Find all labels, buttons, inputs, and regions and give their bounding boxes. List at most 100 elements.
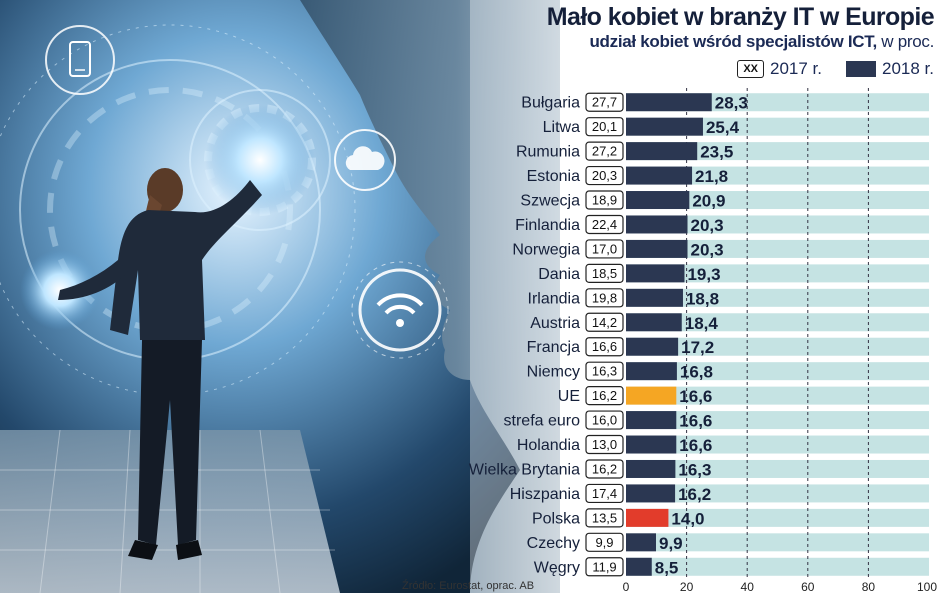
value-label-2017: 18,5 [592,266,617,281]
category-label: UE [558,388,580,405]
value-box-2017 [585,263,624,283]
bar-track [626,215,929,234]
value-label-2018: 16,8 [680,363,713,382]
value-box-2017 [585,410,624,430]
bar-2018 [626,557,652,576]
bar-track [626,264,929,283]
legend-2018-swatch [846,61,876,77]
category-label: Hiszpania [510,486,580,503]
x-tick-label: 80 [862,580,876,593]
bar-track [626,191,929,210]
legend-2018-label: 2018 r. [882,59,934,78]
value-box-2017 [585,557,624,577]
value-label-2018: 19,3 [687,265,720,284]
value-box-2017 [585,312,624,332]
value-box-2017 [585,117,624,137]
value-box-2017 [585,508,624,528]
bar-track [626,166,929,185]
category-label: Dania [538,266,580,283]
bar-2018 [626,508,669,527]
smartphone-icon [45,25,115,95]
chart-subtitle: udział kobiet wśród specjalistów ICT, w … [589,32,934,52]
hero-illustration [0,0,560,593]
bar-2018 [626,166,693,185]
value-label-2018: 20,3 [691,216,724,235]
bar-2018 [626,264,685,283]
value-label-2017: 11,9 [592,559,616,574]
value-box-2017 [585,386,624,406]
value-label-2018: 28,3 [715,94,748,113]
value-label-2018: 23,5 [700,143,733,162]
category-label: Wielka Brytania [469,461,580,478]
chart-title: Mało kobiet w branży IT w Europie [546,3,935,31]
bar-2018 [626,533,656,552]
bar-track [626,288,929,307]
wifi-icon [351,261,449,359]
value-label-2018: 16,3 [678,460,711,479]
bar-2018 [626,435,677,454]
value-label-2017: 17,0 [592,241,617,256]
value-box-2017 [585,288,624,308]
bar-2018 [626,93,712,112]
x-tick-label: 100 [917,580,937,593]
category-label: Szwecja [520,193,580,210]
x-tick-label: 40 [741,580,755,593]
bar-2018 [626,142,698,161]
bar-2018 [626,459,676,478]
value-box-2017 [585,190,624,210]
bar-track [626,533,929,552]
legend-2017-label: 2017 r. [770,59,822,78]
value-box-2017 [585,214,624,235]
category-label: Austria [530,315,580,332]
value-label-2017: 18,9 [592,193,617,208]
x-tick-label: 60 [801,580,815,593]
value-box-2017 [585,459,624,479]
category-label: Holandia [517,437,580,454]
value-label-2017: 22,4 [592,217,617,232]
bar-2018 [626,191,690,210]
bar-2018 [626,288,683,307]
value-label-2017: 16,6 [592,339,617,354]
value-box-2017 [585,239,624,259]
x-tick-label: 20 [680,580,694,593]
source-note: Źródło: Eurostat, oprac. AB [402,580,535,592]
value-label-2017: 16,2 [592,461,617,476]
category-label: Litwa [543,119,580,136]
bar-track [626,484,929,503]
value-box-2017 [585,165,624,186]
bar-track [626,557,929,576]
bar-2018 [626,337,679,356]
value-label-2017: 13,0 [592,437,617,452]
x-tick-label: 0 [623,580,630,593]
bar-2018 [626,117,703,136]
value-label-2018: 17,2 [681,338,714,357]
subtitle-unit: w proc. [876,32,934,51]
category-label: Finlandia [515,217,580,234]
value-label-2018: 16,6 [679,387,712,406]
value-label-2017: 17,4 [592,486,617,501]
category-label: Irlandia [528,290,581,307]
bar-track [626,435,929,454]
value-label-2017: 20,1 [592,119,617,134]
category-label: strefa euro [504,413,581,430]
category-label: Polska [532,510,580,527]
category-label: Francja [527,339,580,356]
category-label: Niemcy [527,364,580,381]
value-label-2018: 9,9 [659,534,683,553]
bar-track [626,142,929,161]
value-box-2017 [585,337,624,357]
value-box-2017 [585,92,624,112]
bar-2018 [626,386,677,405]
value-box-2017 [585,532,624,552]
cloud-icon [334,129,396,191]
bar-2018 [626,411,677,430]
category-label: Rumunia [516,144,580,161]
subtitle-main: udział kobiet wśród specjalistów ICT, [589,32,877,51]
value-box-2017 [585,434,624,455]
category-label: Węgry [534,559,580,576]
legend: XX 2017 r. 2018 r. [737,58,934,80]
value-label-2018: 18,8 [686,289,719,308]
bar-2018 [626,313,682,332]
value-label-2018: 20,3 [691,240,724,259]
